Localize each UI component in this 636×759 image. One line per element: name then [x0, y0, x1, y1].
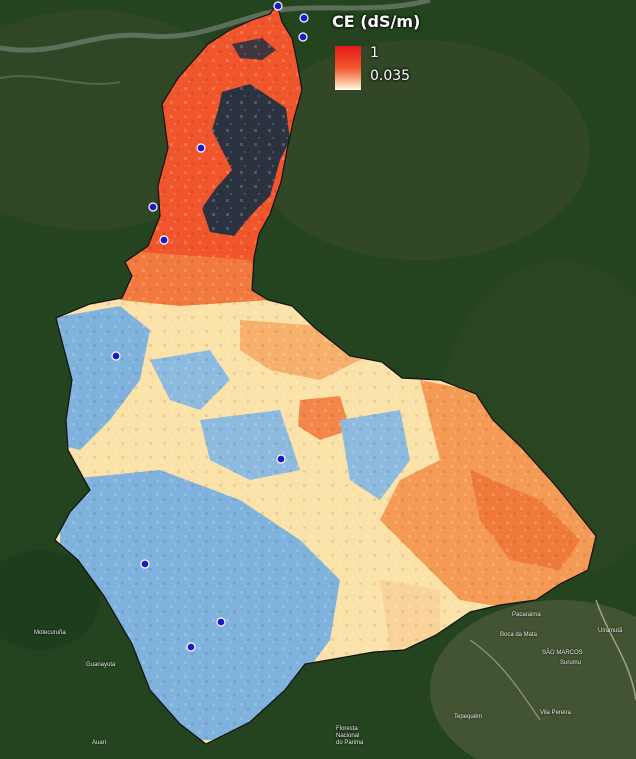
place-label: Surumu [560, 660, 582, 666]
legend-max-label: 1 [370, 45, 379, 61]
legend-title: CE (dS/m) [332, 12, 421, 31]
road [595, 599, 636, 701]
savanna-patch [430, 600, 636, 759]
sampling-point[interactable] [273, 1, 283, 11]
place-label: SÃO MARCOS [542, 650, 583, 656]
place-label: Nacional [336, 733, 360, 739]
sampling-point[interactable] [148, 202, 158, 212]
legend-color-ramp [335, 46, 361, 90]
place-label: Motecuruña [34, 630, 66, 636]
sampling-point[interactable] [159, 235, 169, 245]
sampling-point[interactable] [111, 351, 121, 361]
place-label: Boca da Mata [500, 632, 538, 638]
sampling-point[interactable] [216, 617, 226, 627]
road [469, 639, 541, 721]
sampling-point[interactable] [140, 559, 150, 569]
place-label: do Parima [336, 740, 364, 746]
place-label: Vila Pereira [540, 710, 571, 716]
place-label: Pacaraima [512, 612, 541, 618]
sampling-point[interactable] [276, 454, 286, 464]
place-label: Auari [92, 740, 107, 746]
sampling-point[interactable] [186, 642, 196, 652]
sampling-point[interactable] [298, 32, 308, 42]
sampling-point[interactable] [299, 13, 309, 23]
sampling-points [111, 1, 309, 652]
river [0, 0, 431, 53]
sampling-point[interactable] [196, 143, 206, 153]
place-label: Floresta [336, 726, 358, 732]
forest-patch [0, 550, 100, 650]
savanna-patch [250, 40, 590, 260]
map-legend: CE (dS/m) 1 0.035 [332, 12, 421, 90]
river [0, 75, 121, 85]
place-label: Uiramutã [598, 628, 623, 634]
place-label: Guanayuta [86, 662, 116, 668]
place-label: Tepequém [454, 714, 483, 720]
legend-min-label: 0.035 [370, 68, 411, 84]
